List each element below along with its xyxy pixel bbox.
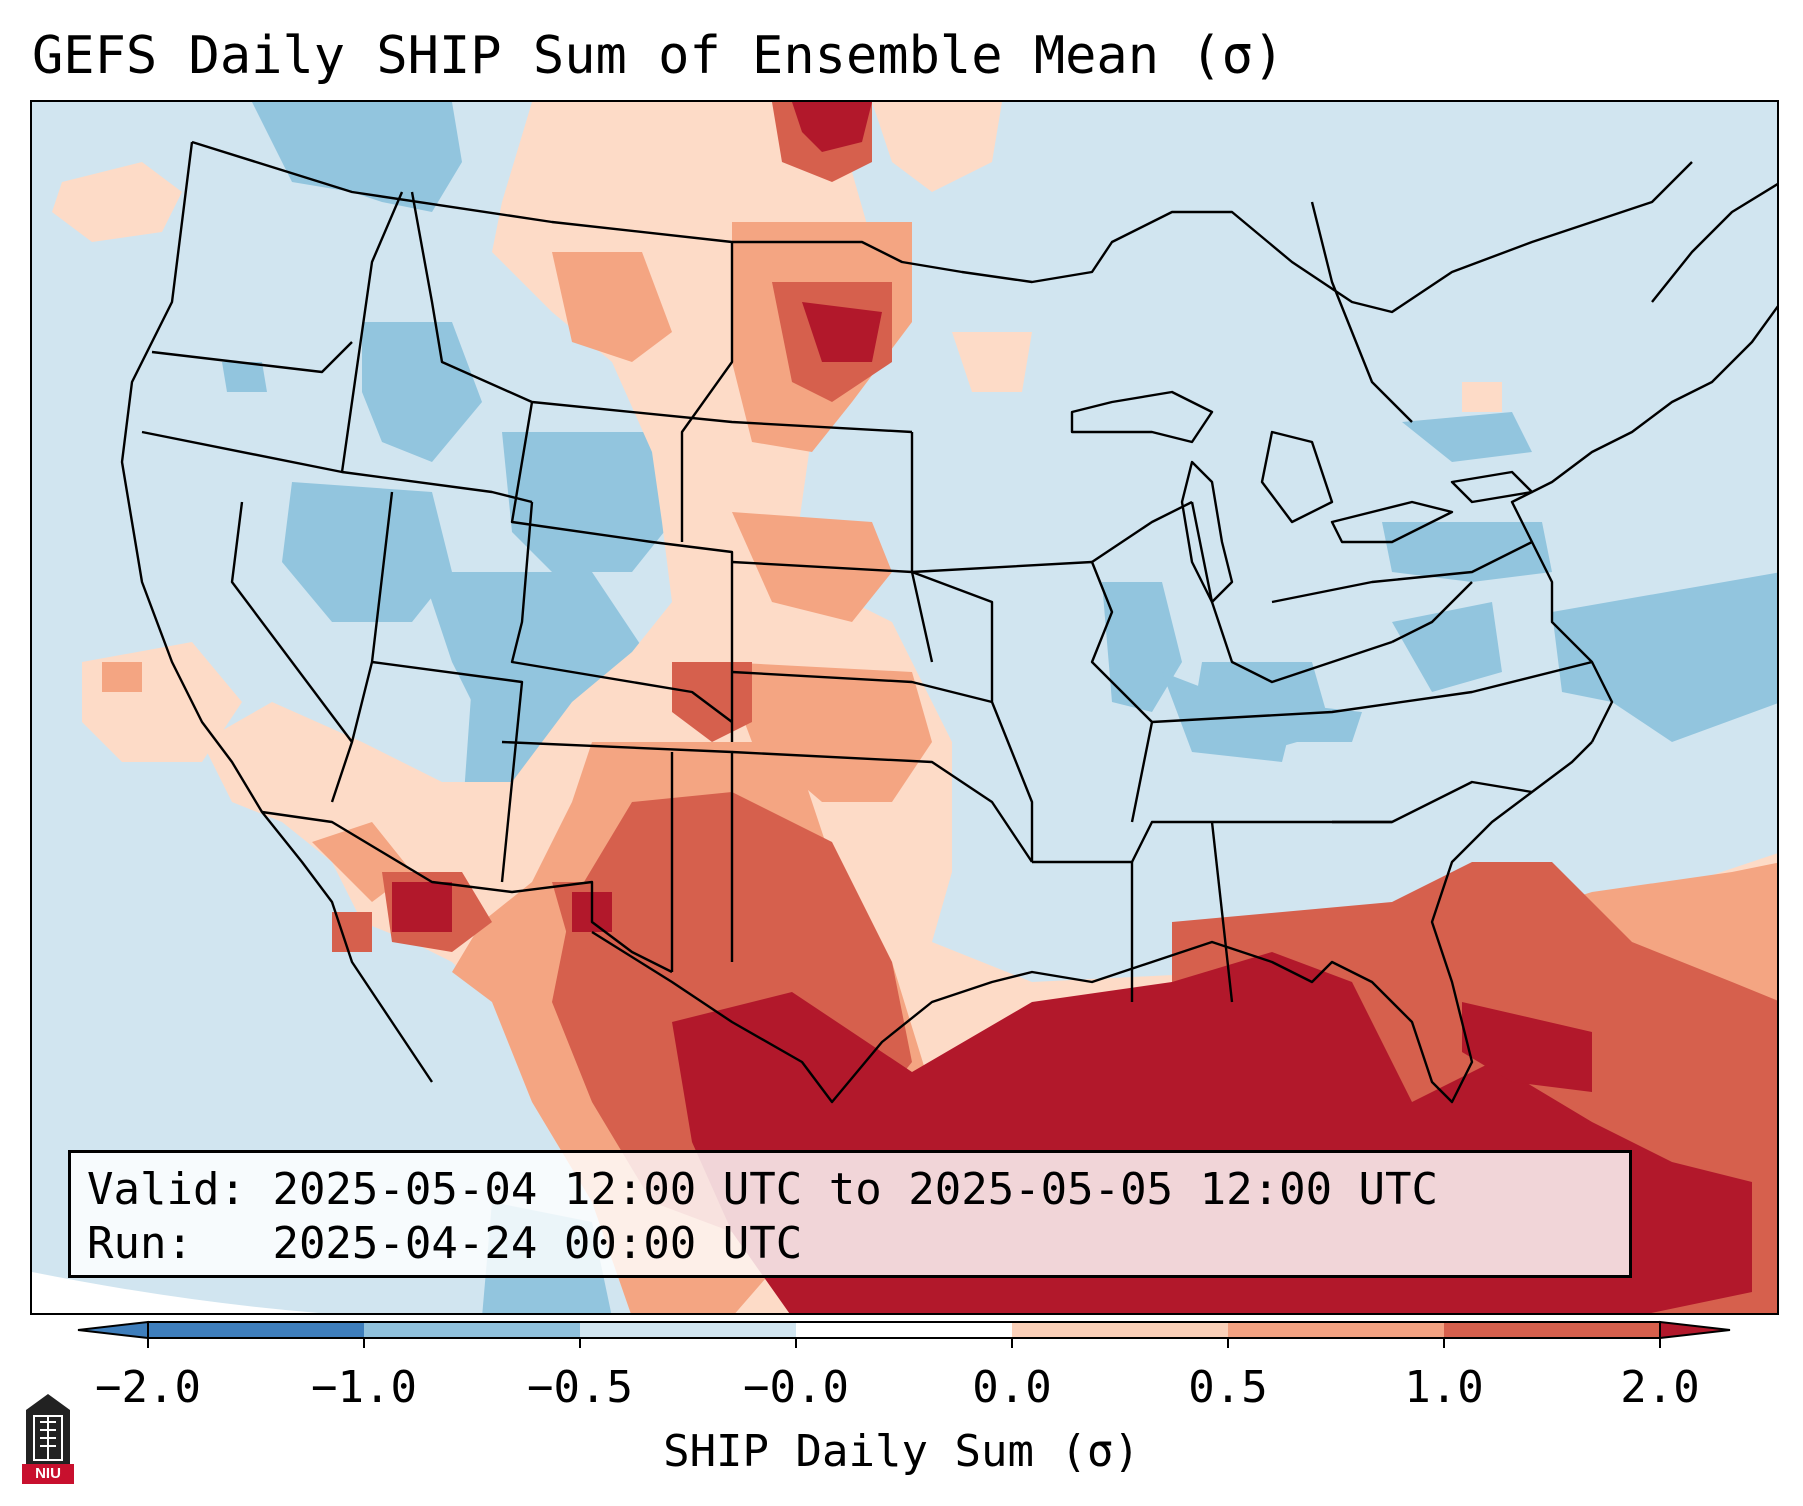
colorbar-tick: −2.0 [95,1362,201,1413]
colorbar-tick: −1.0 [311,1362,417,1413]
colorbar-label: SHIP Daily Sum (σ) [663,1426,1140,1477]
valid-time-range: 2025-05-04 12:00 UTC to 2025-05-05 12:00… [272,1164,1439,1215]
colorbar-segments [77,1320,1731,1348]
colorbar-bin [1444,1322,1661,1338]
colorbar-tick: −0.0 [743,1362,849,1413]
state-and-coast-boundaries [120,140,1777,1104]
logo-text: NIU [35,1465,61,1482]
colorbar-bin [148,1322,365,1338]
colorbar-tick: 2.0 [1620,1362,1700,1413]
run-time: 2025-04-24 00:00 UTC [272,1218,803,1269]
colorbar-bin [1228,1322,1445,1338]
map-canvas [32,102,1777,1313]
colorbar-extension-high [1659,1320,1731,1340]
map-panel [30,100,1779,1315]
colorbar-tick: −0.5 [527,1362,633,1413]
colorbar [77,1320,1731,1348]
colorbar-tick: 0.5 [1188,1362,1268,1413]
colorbar-bin [1012,1322,1229,1338]
colorbar-extension-low [77,1320,149,1340]
university-logo-icon [22,1394,74,1484]
validity-info-box: Valid: 2025-05-04 12:00 UTC to 2025-05-0… [68,1150,1632,1278]
outside-domain-area [32,1272,320,1313]
niu-logo: NIU [20,1390,76,1486]
colorbar-bin [364,1322,581,1338]
colorbar-tick: 0.0 [972,1362,1052,1413]
run-label: Run: [87,1218,193,1269]
colorbar-bin [580,1322,797,1338]
chart-title: GEFS Daily SHIP Sum of Ensemble Mean (σ) [32,26,1285,86]
valid-label: Valid: [87,1164,246,1215]
colorbar-bin [796,1322,1013,1338]
colorbar-tick: 1.0 [1404,1362,1484,1413]
colorbar-frame [147,1321,1661,1339]
